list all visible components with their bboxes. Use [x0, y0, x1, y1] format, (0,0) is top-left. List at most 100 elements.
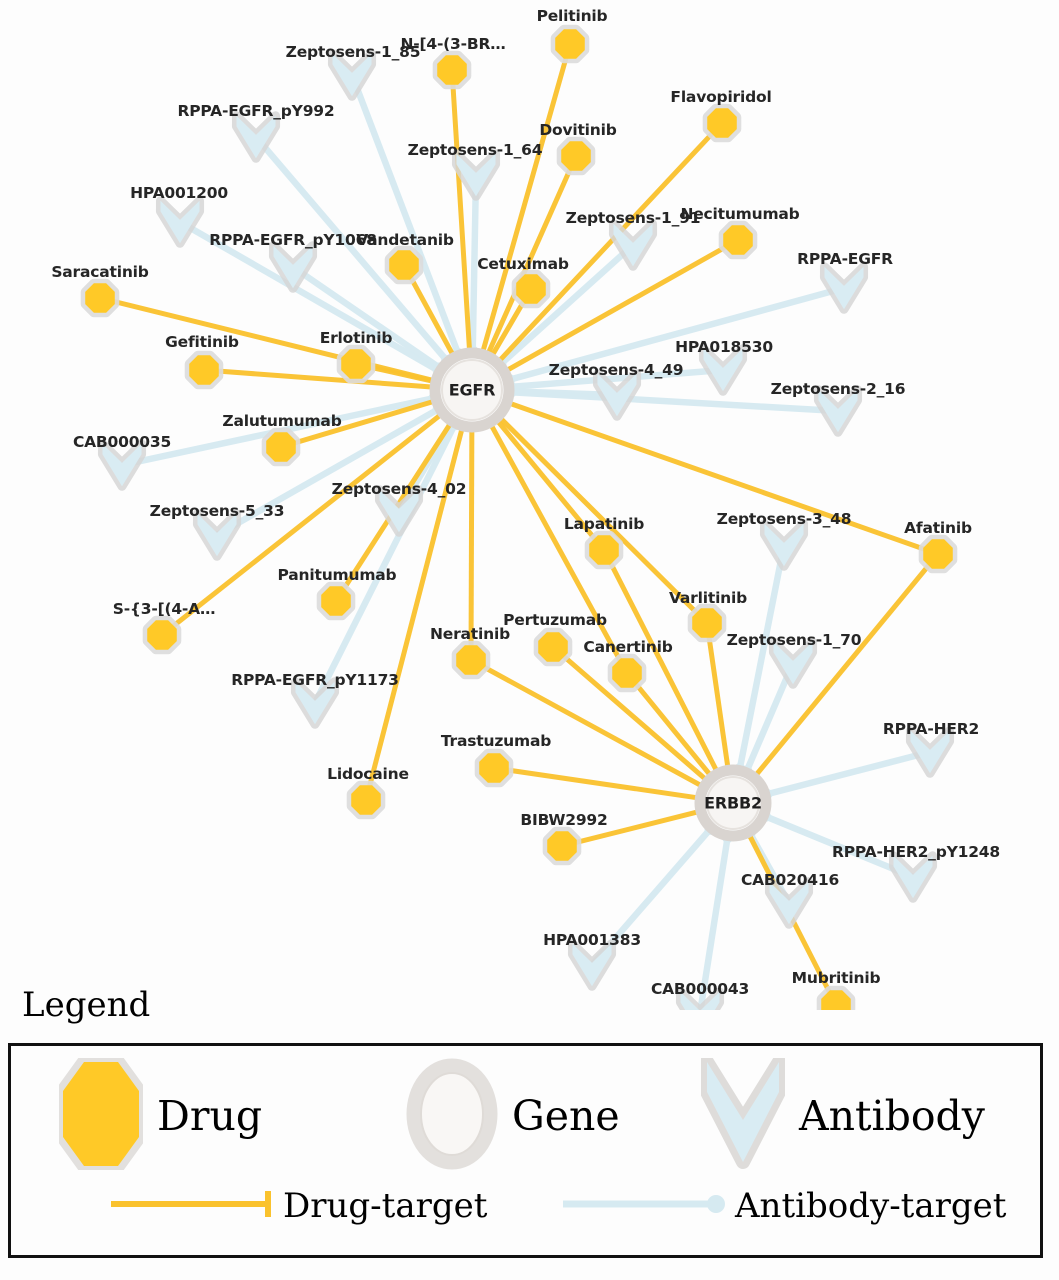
drug-node[interactable]: [316, 581, 356, 621]
antibody-node[interactable]: [268, 241, 318, 293]
network-edge: [510, 366, 724, 391]
network-edge: [253, 134, 450, 363]
drug-node[interactable]: [687, 603, 727, 643]
network-edge: [449, 69, 473, 352]
network-svg[interactable]: [0, 0, 1059, 1039]
octagon-icon: [456, 645, 486, 675]
octagon-icon: [85, 283, 115, 313]
octagon-icon: [351, 785, 381, 815]
network-edge: [507, 400, 939, 557]
network-edge: [743, 661, 796, 773]
network-edge: [480, 43, 573, 354]
network-edge: [363, 427, 465, 801]
chevron-icon: [769, 881, 809, 925]
legend-label-drug-target: Drug-target: [283, 1186, 488, 1226]
nodes-layer[interactable]: [80, 24, 958, 1039]
gene-ring: [694, 764, 772, 842]
network-edge: [601, 548, 720, 773]
drug-node[interactable]: [607, 653, 647, 693]
chevron-icon: [773, 641, 813, 685]
network-edge: [704, 622, 731, 769]
network-edge: [504, 237, 740, 374]
network-edge: [736, 544, 788, 770]
chevron-icon: [273, 245, 313, 289]
drug-node[interactable]: [542, 826, 582, 866]
antibody-node[interactable]: [888, 851, 938, 903]
drug-node[interactable]: [718, 220, 758, 260]
antibody-node[interactable]: [374, 485, 424, 537]
legend-label-gene: Gene: [512, 1091, 620, 1140]
drug-node[interactable]: [346, 780, 386, 820]
network-edge: [508, 284, 845, 383]
antibody-node[interactable]: [819, 262, 869, 314]
network-edge: [766, 748, 931, 798]
drug-node[interactable]: [556, 136, 596, 176]
octagon-icon: [56, 1055, 146, 1174]
chevron-icon: [764, 523, 804, 567]
chevron-icon: [332, 53, 372, 97]
network-edge: [215, 406, 440, 538]
drug-node[interactable]: [142, 615, 182, 655]
drug-node[interactable]: [474, 748, 514, 788]
chevron-icon: [379, 489, 419, 533]
edges-layer: [99, 43, 940, 1014]
chevron-icon: [700, 1055, 786, 1174]
drug-node[interactable]: [80, 278, 120, 318]
antibody-node[interactable]: [327, 49, 377, 101]
donut-icon: [406, 1058, 498, 1174]
antibody-node[interactable]: [768, 637, 818, 689]
legend-title: Legend: [22, 985, 151, 1025]
antibody-node[interactable]: [698, 344, 748, 396]
octagon-icon: [555, 29, 585, 59]
gene-core: [441, 359, 503, 421]
network-canvas[interactable]: Zeptosens-1_85 RPPA-EGFR_pY992 Zeptosens-1…: [0, 0, 1059, 1039]
chevron-icon: [295, 681, 335, 725]
chevron-icon: [160, 200, 200, 244]
octagon-icon: [189, 355, 219, 385]
drug-node[interactable]: [918, 534, 958, 574]
drug-node[interactable]: [451, 640, 491, 680]
antibody-node[interactable]: [759, 519, 809, 571]
drug-node[interactable]: [533, 627, 573, 667]
octagon-icon: [321, 586, 351, 616]
antibody-node[interactable]: [155, 196, 205, 248]
antibody-node[interactable]: [192, 509, 242, 561]
antibody-node[interactable]: [451, 149, 501, 201]
legend-item-drug: Drug: [56, 1055, 262, 1174]
drug-node[interactable]: [702, 103, 742, 143]
antibody-node[interactable]: [608, 219, 658, 271]
drug-node[interactable]: [432, 50, 472, 90]
chevron-icon: [597, 373, 637, 417]
network-edge: [485, 154, 579, 356]
network-edge: [348, 73, 462, 355]
antibody-node[interactable]: [764, 877, 814, 929]
drug-node[interactable]: [384, 245, 424, 285]
drug-node[interactable]: [511, 269, 551, 309]
legend-item-antibody: Antibody: [700, 1055, 985, 1174]
chevron-icon: [893, 855, 933, 899]
network-edge: [469, 174, 480, 352]
antibody-node[interactable]: [290, 677, 340, 729]
antibody-node[interactable]: [592, 369, 642, 421]
network-edge: [312, 423, 458, 705]
antibody-node[interactable]: [905, 726, 955, 778]
antibody-node[interactable]: [813, 385, 863, 437]
antibody-node[interactable]: [97, 439, 147, 491]
drug-node[interactable]: [261, 427, 301, 467]
gene-node[interactable]: [429, 347, 515, 433]
network-edge: [510, 388, 839, 415]
drug-node[interactable]: [550, 24, 590, 64]
antibody-node[interactable]: [567, 939, 617, 991]
drug-node[interactable]: [184, 350, 224, 390]
octagon-icon: [547, 831, 577, 861]
drug-node[interactable]: [584, 530, 624, 570]
gene-node[interactable]: [694, 764, 772, 842]
octagon-icon: [692, 608, 722, 638]
antibody-node[interactable]: [231, 111, 281, 163]
octagon-icon: [266, 432, 296, 462]
drug-node[interactable]: [336, 344, 376, 384]
legend-item-drug-target: Drug-target: [107, 1187, 487, 1225]
network-edge: [203, 367, 434, 390]
octagon-icon: [723, 225, 753, 255]
